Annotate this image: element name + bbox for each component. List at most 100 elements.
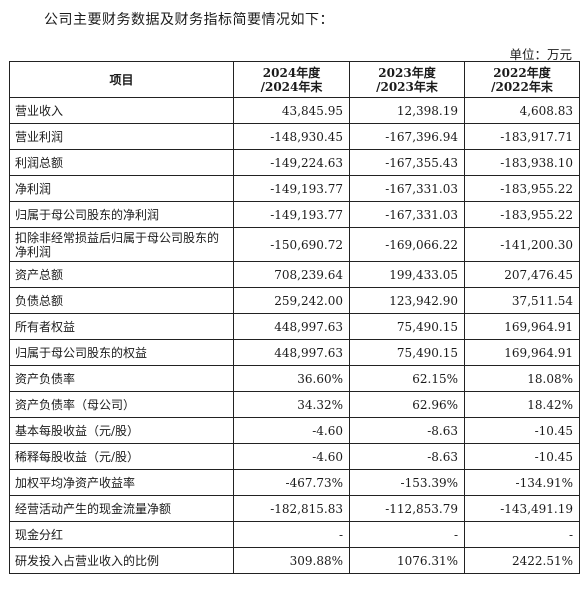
header-2023-line2: /2023年末 xyxy=(376,79,438,94)
cell-2024: -149,193.77 xyxy=(233,201,350,228)
row-label: 归属于母公司股东的权益 xyxy=(9,339,234,366)
cell-2022: 4,608.83 xyxy=(464,97,580,124)
cell-2024: -4.60 xyxy=(233,443,350,470)
table-row: 经营活动产生的现金流量净额 -182,815.83 -112,853.79 -1… xyxy=(9,495,580,522)
row-label: 加权平均净资产收益率 xyxy=(9,469,234,496)
row-label: 所有者权益 xyxy=(9,313,234,340)
header-2023-line1: 2023年度 xyxy=(378,65,436,80)
cell-2024: 259,242.00 xyxy=(233,287,350,314)
cell-2023: 1076.31% xyxy=(349,547,465,574)
row-label: 资产负债率 xyxy=(9,365,234,392)
table-row: 净利润 -149,193.77 -167,331.03 -183,955.22 xyxy=(9,175,580,202)
cell-2023: 75,490.15 xyxy=(349,313,465,340)
financial-table: 项目 2024年度 /2024年末 2023年度 /2023年末 2022年度 … xyxy=(9,61,580,574)
cell-2022: -183,917.71 xyxy=(464,123,580,150)
table-row: 利润总额 -149,224.63 -167,355.43 -183,938.10 xyxy=(9,149,580,176)
cell-2022: -183,955.22 xyxy=(464,201,580,228)
cell-2022: 207,476.45 xyxy=(464,261,580,288)
cell-2023: 75,490.15 xyxy=(349,339,465,366)
row-label: 经营活动产生的现金流量净额 xyxy=(9,495,234,522)
cell-2022: -10.45 xyxy=(464,443,580,470)
cell-2024: -149,224.63 xyxy=(233,149,350,176)
row-label: 基本每股收益（元/股） xyxy=(9,417,234,444)
cell-2024: 309.88% xyxy=(233,547,350,574)
table-row: 资产负债率 36.60% 62.15% 18.08% xyxy=(9,365,580,392)
table-row: 归属于母公司股东的权益 448,997.63 75,490.15 169,964… xyxy=(9,339,580,366)
row-label: 资产总额 xyxy=(9,261,234,288)
cell-2022: - xyxy=(464,521,580,548)
table-row: 所有者权益 448,997.63 75,490.15 169,964.91 xyxy=(9,313,580,340)
table-row: 营业收入 43,845.95 12,398.19 4,608.83 xyxy=(9,97,580,124)
row-label: 净利润 xyxy=(9,175,234,202)
cell-2022: 18.08% xyxy=(464,365,580,392)
cell-2024: -467.73% xyxy=(233,469,350,496)
row-label: 营业利润 xyxy=(9,123,234,150)
cell-2023: 62.15% xyxy=(349,365,465,392)
cell-2024: 43,845.95 xyxy=(233,97,350,124)
row-label: 利润总额 xyxy=(9,149,234,176)
table-row: 营业利润 -148,930.45 -167,396.94 -183,917.71 xyxy=(9,123,580,150)
cell-2022: -141,200.30 xyxy=(464,227,580,262)
table-row: 加权平均净资产收益率 -467.73% -153.39% -134.91% xyxy=(9,469,580,496)
cell-2022: 169,964.91 xyxy=(464,339,580,366)
table-row: 归属于母公司股东的净利润 -149,193.77 -167,331.03 -18… xyxy=(9,201,580,228)
row-label: 稀释每股收益（元/股） xyxy=(9,443,234,470)
header-2022: 2022年度 /2022年末 xyxy=(464,61,580,98)
cell-2023: -167,396.94 xyxy=(349,123,465,150)
cell-2022: -183,938.10 xyxy=(464,149,580,176)
cell-2024: -4.60 xyxy=(233,417,350,444)
header-2024-line2: /2024年末 xyxy=(260,79,323,94)
cell-2022: 37,511.54 xyxy=(464,287,580,314)
cell-2023: 12,398.19 xyxy=(349,97,465,124)
cell-2024: -182,815.83 xyxy=(233,495,350,522)
cell-2023: 62.96% xyxy=(349,391,465,418)
row-label: 负债总额 xyxy=(9,287,234,314)
table-row: 研发投入占营业收入的比例 309.88% 1076.31% 2422.51% xyxy=(9,547,580,574)
cell-2023: -153.39% xyxy=(349,469,465,496)
table-row: 现金分红 - - - xyxy=(9,521,580,548)
table-row: 资产负债率（母公司） 34.32% 62.96% 18.42% xyxy=(9,391,580,418)
cell-2023: 199,433.05 xyxy=(349,261,465,288)
cell-2022: 169,964.91 xyxy=(464,313,580,340)
cell-2023: - xyxy=(349,521,465,548)
table-row: 基本每股收益（元/股） -4.60 -8.63 -10.45 xyxy=(9,417,580,444)
row-label: 扣除非经常损益后归属于母公司股东的净利润 xyxy=(9,227,234,262)
cell-2024: 708,239.64 xyxy=(233,261,350,288)
header-item: 项目 xyxy=(9,61,234,98)
table-row: 资产总额 708,239.64 199,433.05 207,476.45 xyxy=(9,261,580,288)
unit-label: 单位：万元 xyxy=(509,47,572,62)
header-2024: 2024年度 /2024年末 xyxy=(233,61,350,98)
table-row: 负债总额 259,242.00 123,942.90 37,511.54 xyxy=(9,287,580,314)
header-item-label: 项目 xyxy=(109,72,134,87)
row-label: 营业收入 xyxy=(9,97,234,124)
cell-2022: 2422.51% xyxy=(464,547,580,574)
header-2022-line2: /2022年末 xyxy=(491,79,553,94)
row-label: 资产负债率（母公司） xyxy=(9,391,234,418)
table-row: 扣除非经常损益后归属于母公司股东的净利润 -150,690.72 -169,06… xyxy=(9,227,580,262)
cell-2024: - xyxy=(233,521,350,548)
row-label: 现金分红 xyxy=(9,521,234,548)
cell-2022: -143,491.19 xyxy=(464,495,580,522)
cell-2024: 34.32% xyxy=(233,391,350,418)
cell-2024: -148,930.45 xyxy=(233,123,350,150)
header-2022-line1: 2022年度 xyxy=(493,65,551,80)
cell-2024: 448,997.63 xyxy=(233,313,350,340)
cell-2023: -8.63 xyxy=(349,443,465,470)
table-header-row: 项目 2024年度 /2024年末 2023年度 /2023年末 2022年度 … xyxy=(9,61,580,98)
cell-2023: -8.63 xyxy=(349,417,465,444)
row-label: 归属于母公司股东的净利润 xyxy=(9,201,234,228)
cell-2023: -112,853.79 xyxy=(349,495,465,522)
header-2023: 2023年度 /2023年末 xyxy=(349,61,465,98)
cell-2024: 36.60% xyxy=(233,365,350,392)
cell-2023: -167,331.03 xyxy=(349,175,465,202)
cell-2023: -169,066.22 xyxy=(349,227,465,262)
intro-text: 公司主要财务数据及财务指标简要情况如下： xyxy=(44,12,334,28)
cell-2022: -134.91% xyxy=(464,469,580,496)
cell-2022: -183,955.22 xyxy=(464,175,580,202)
cell-2024: -149,193.77 xyxy=(233,175,350,202)
header-2024-line1: 2024年度 xyxy=(262,65,321,80)
row-label: 研发投入占营业收入的比例 xyxy=(9,547,234,574)
cell-2024: 448,997.63 xyxy=(233,339,350,366)
cell-2023: -167,331.03 xyxy=(349,201,465,228)
cell-2023: 123,942.90 xyxy=(349,287,465,314)
